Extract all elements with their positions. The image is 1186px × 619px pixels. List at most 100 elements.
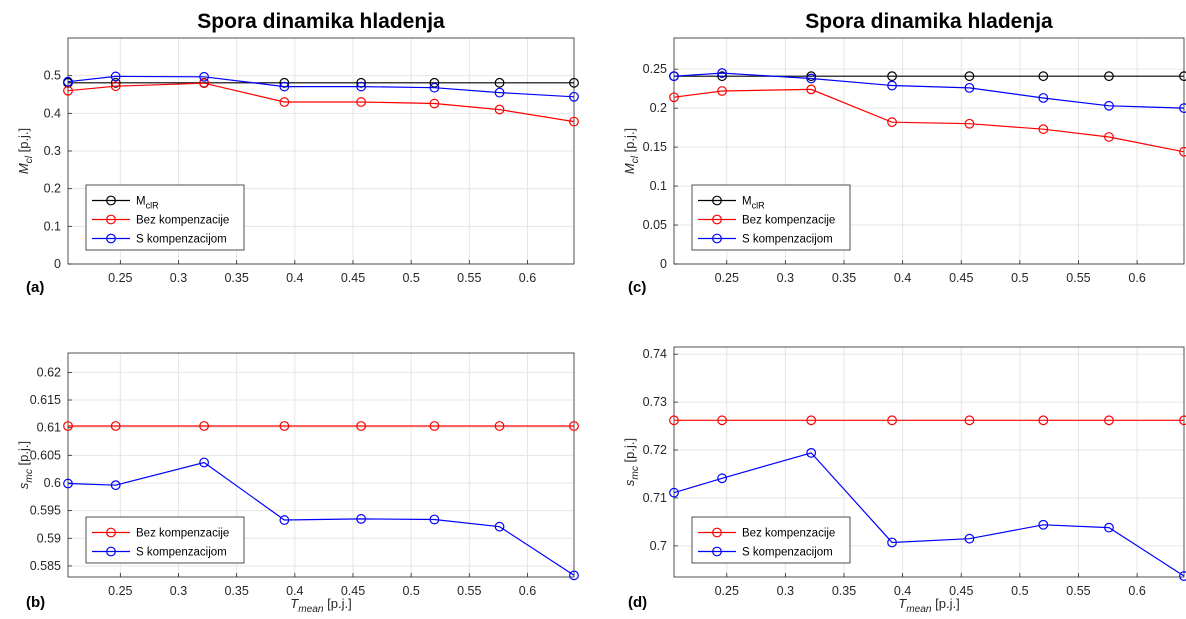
data-point-red bbox=[494, 421, 505, 431]
legend: Bez kompenzacije S kompenzacijom bbox=[691, 516, 851, 564]
legend-label-black-main: M bbox=[136, 196, 146, 208]
data-point-blue bbox=[717, 68, 727, 78]
data-point-red bbox=[279, 97, 290, 107]
chart-panel: 0.25 0.3 0.35 0.4 0.45 0.5 0.55 0.6 0.585 0.59 0.5… bbox=[16, 352, 579, 615]
legend-label-black-sub: clR bbox=[146, 201, 159, 211]
legend-label-blue: S kompenzacijom bbox=[742, 547, 833, 559]
y-tick-label: 0.15 bbox=[643, 140, 667, 154]
data-point-blue bbox=[717, 473, 727, 484]
data-point-blue bbox=[63, 478, 73, 489]
legend-marker-blue bbox=[712, 546, 722, 557]
y-axis-label-unit: [p.j.] bbox=[622, 438, 637, 466]
legend-marker-black bbox=[712, 195, 722, 206]
legend-label-blue-main: S kompenzacijom bbox=[136, 234, 227, 246]
data-point-black bbox=[494, 77, 505, 88]
y-tick-label: 0.72 bbox=[643, 443, 667, 457]
data-point-blue bbox=[806, 447, 817, 458]
x-tick-label: 0.4 bbox=[894, 271, 911, 285]
x-tick-label: 0.55 bbox=[457, 584, 481, 598]
data-point-blue bbox=[356, 514, 367, 524]
y-tick-label: 0.615 bbox=[30, 393, 61, 407]
y-tick-label: 0.4 bbox=[44, 106, 61, 120]
y-tick-label: 0.71 bbox=[643, 491, 667, 505]
y-axis-label-main: M bbox=[16, 163, 31, 174]
axes-frame bbox=[67, 352, 575, 578]
data-point-red bbox=[110, 81, 121, 92]
y-axis-label: smc [p.j.] bbox=[622, 438, 641, 486]
legend-label-black-main: M bbox=[742, 196, 752, 208]
data-point-blue bbox=[1104, 522, 1114, 533]
legend-marker-blue bbox=[712, 233, 722, 244]
series-blue bbox=[63, 457, 579, 581]
y-axis-label: smc [p.j.] bbox=[16, 441, 35, 489]
x-tick-label: 0.5 bbox=[1011, 584, 1028, 598]
data-point-red bbox=[717, 86, 727, 96]
data-point-red bbox=[964, 118, 975, 129]
x-tick-label: 0.5 bbox=[402, 584, 419, 598]
data-point-blue bbox=[279, 81, 290, 92]
series-red bbox=[669, 84, 1186, 157]
data-point-black bbox=[1179, 71, 1186, 82]
series-red bbox=[63, 421, 579, 431]
y-tick-label: 0.2 bbox=[44, 182, 61, 196]
legend-label-red-main: Bez kompenzacije bbox=[136, 528, 229, 540]
legend-label-black: MclR bbox=[742, 196, 765, 211]
data-point-blue bbox=[964, 533, 975, 544]
data-point-red bbox=[717, 415, 727, 426]
data-point-blue bbox=[199, 457, 209, 468]
panel-label: (b) bbox=[26, 594, 45, 611]
data-point-red bbox=[429, 421, 440, 431]
x-axis-label-unit: [p.j.] bbox=[324, 596, 352, 611]
data-point-black bbox=[887, 71, 897, 82]
x-axis-label-sub: mean bbox=[906, 604, 932, 615]
x-tick-label: 0.55 bbox=[457, 271, 481, 285]
data-point-blue bbox=[63, 76, 73, 87]
data-point-blue bbox=[1179, 571, 1186, 581]
data-point-blue bbox=[429, 82, 440, 93]
panel-label: (c) bbox=[628, 279, 646, 296]
data-point-red bbox=[669, 415, 679, 426]
data-point-blue bbox=[429, 514, 440, 525]
x-tick-label: 0.3 bbox=[777, 584, 794, 598]
y-tick-label: 0.59 bbox=[37, 531, 61, 545]
x-tick-label: 0.35 bbox=[224, 271, 248, 285]
y-axis-label-sub: cl bbox=[24, 155, 35, 163]
data-point-blue bbox=[1038, 519, 1049, 530]
y-tick-label: 0.6 bbox=[44, 476, 61, 490]
x-axis-label: Tmean [p.j.] bbox=[290, 596, 351, 615]
x-tick-label: 0.3 bbox=[170, 584, 187, 598]
x-tick-label: 0.55 bbox=[1066, 584, 1090, 598]
legend-label-blue-main: S kompenzacijom bbox=[136, 547, 227, 559]
data-point-red bbox=[806, 415, 817, 426]
legend-label-red-main: Bez kompenzacije bbox=[742, 528, 835, 540]
legend-label-red: Bez kompenzacije bbox=[742, 215, 835, 227]
data-point-black bbox=[110, 77, 121, 88]
data-point-red bbox=[964, 415, 975, 426]
data-point-black bbox=[964, 71, 975, 82]
data-point-red bbox=[356, 421, 367, 431]
y-axis-label: Mcl [p.j.] bbox=[16, 128, 35, 174]
data-point-blue bbox=[1179, 103, 1186, 114]
x-tick-label: 0.3 bbox=[777, 271, 794, 285]
x-tick-label: 0.4 bbox=[286, 271, 303, 285]
x-tick-label: 0.35 bbox=[224, 584, 248, 598]
data-point-red bbox=[429, 98, 440, 109]
data-point-red bbox=[669, 92, 679, 103]
data-point-blue bbox=[494, 87, 505, 98]
x-tick-label: 0.25 bbox=[715, 584, 739, 598]
legend-marker-red bbox=[712, 214, 722, 225]
data-point-blue bbox=[964, 82, 975, 93]
data-point-blue bbox=[356, 81, 367, 92]
y-tick-label: 0.3 bbox=[44, 144, 61, 158]
series-line-blue bbox=[67, 461, 575, 576]
data-point-blue bbox=[569, 91, 579, 102]
legend-marker-blue bbox=[106, 233, 116, 244]
x-axis-label: Tmean [p.j.] bbox=[898, 596, 959, 615]
data-point-blue bbox=[806, 73, 817, 84]
series-blue bbox=[669, 68, 1186, 114]
y-axis-label-sub: cl bbox=[630, 155, 641, 163]
data-point-blue bbox=[669, 71, 679, 82]
y-tick-label: 0.05 bbox=[643, 218, 667, 232]
x-tick-label: 0.55 bbox=[1066, 271, 1090, 285]
legend-label-red: Bez kompenzacije bbox=[136, 215, 229, 227]
